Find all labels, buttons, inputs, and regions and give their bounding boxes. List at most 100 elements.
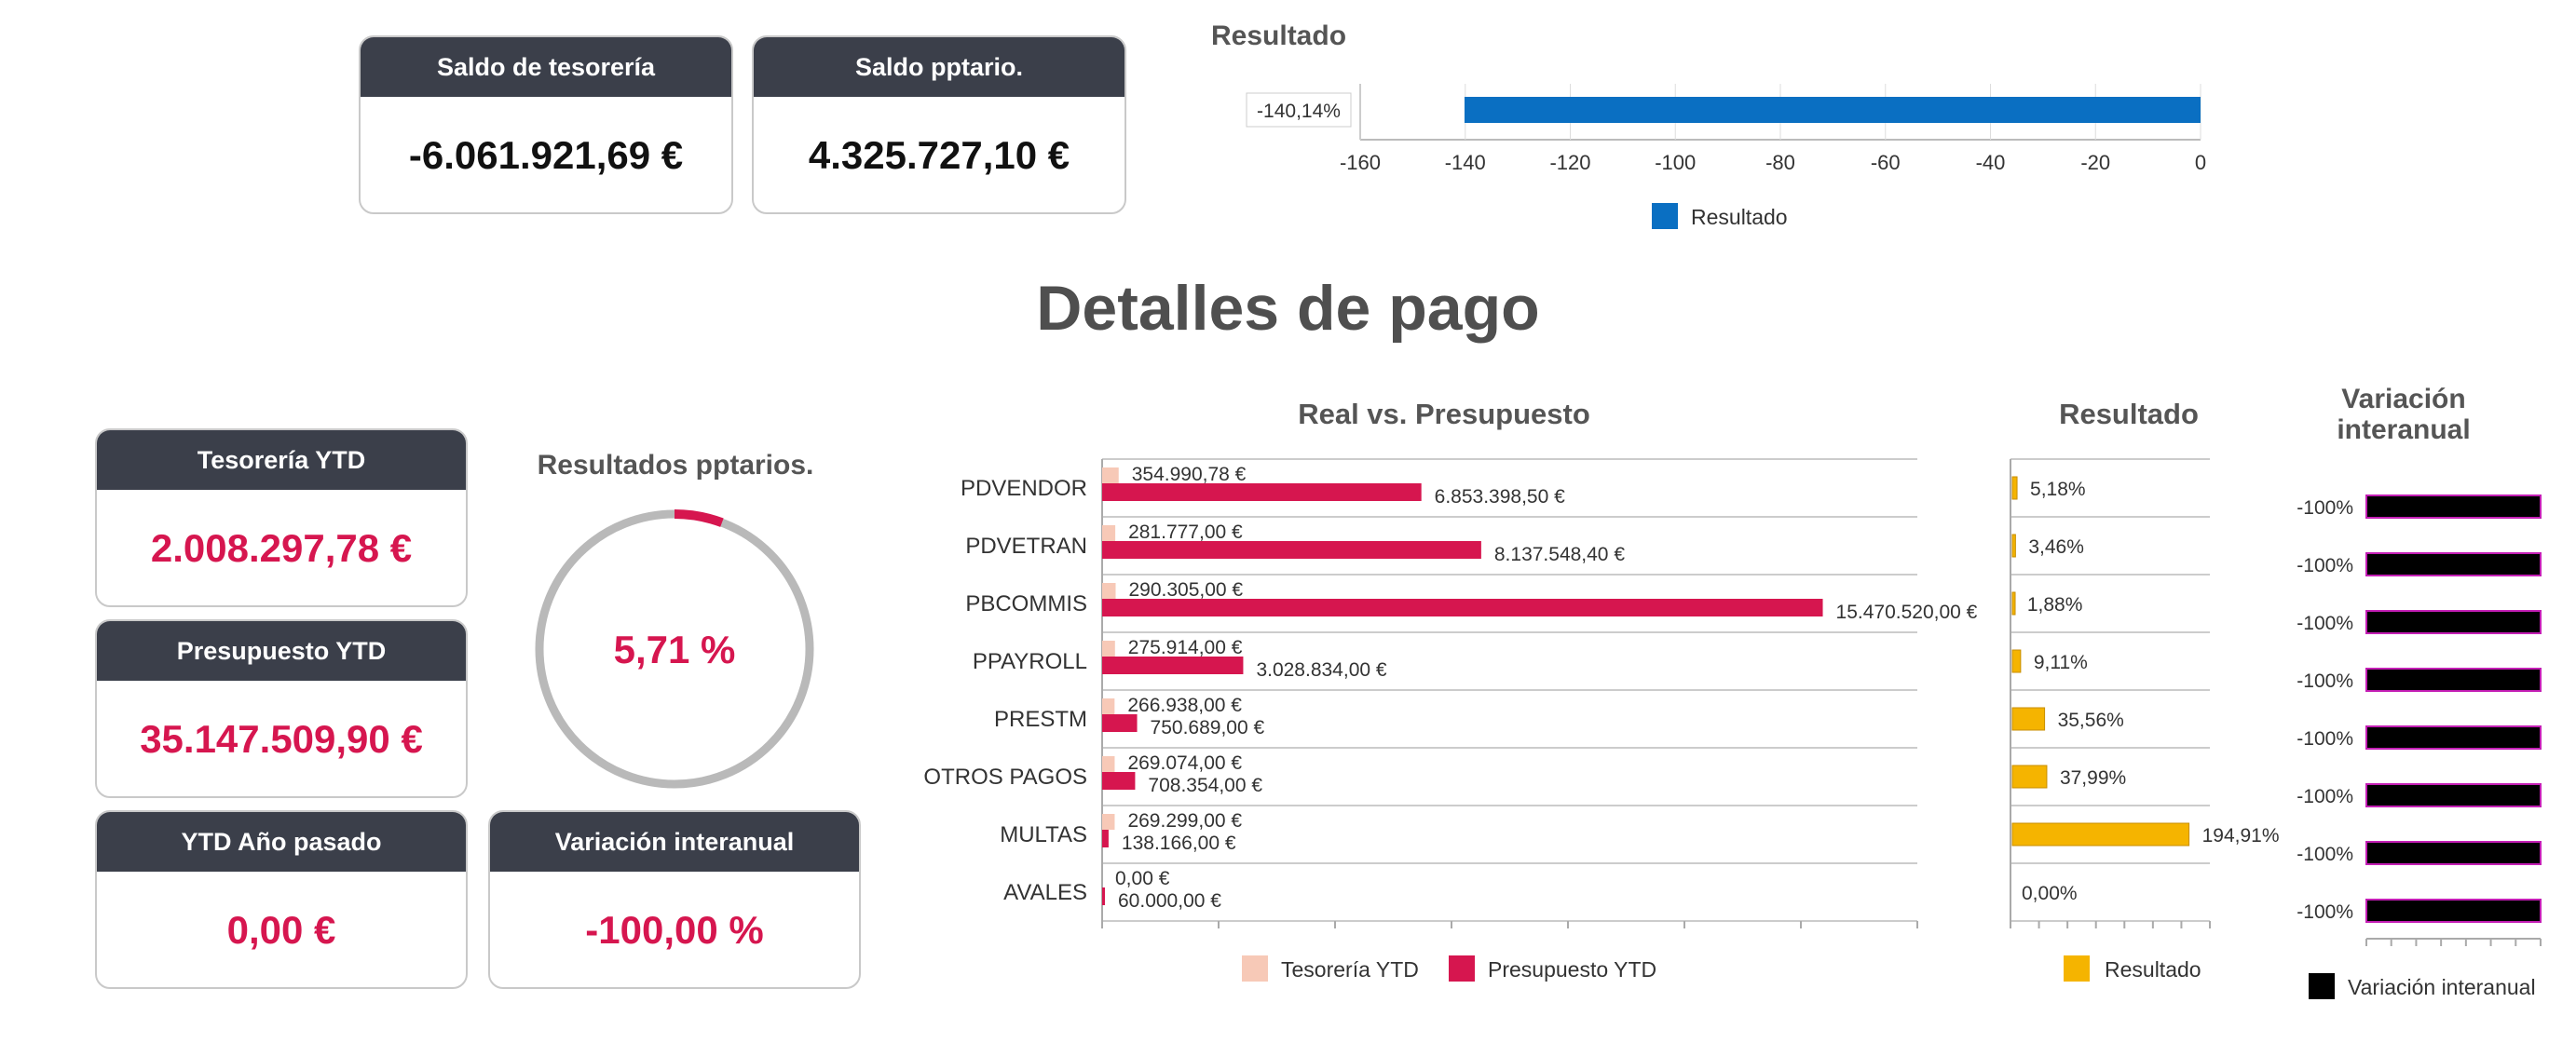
data-label-presupuesto: 60.000,00 € [1118,890,1221,912]
kpi-label: Presupuesto YTD [97,621,466,681]
data-label-presupuesto: 750.689,00 € [1151,717,1265,738]
kpi-label: Saldo de tesorería [361,37,731,97]
bar-variacion [2365,610,2542,634]
data-label: -100% [2297,901,2353,923]
data-label: 194,91% [2202,825,2280,847]
bar-presupuesto-ytd [1102,657,1244,674]
chart-title-variacion-interanual: Variación interanual [2337,384,2471,445]
kpi-saldo-pptario: Saldo pptario. 4.325.727,10 € [752,35,1126,214]
data-label-presupuesto: 6.853.398,50 € [1435,486,1565,508]
kpi-value: 2.008.297,78 € [150,526,413,570]
data-label: -100% [2297,844,2353,865]
bar-presupuesto-ytd [1102,541,1481,559]
data-label-tesoreria: 354.990,78 € [1132,464,1247,485]
legend-swatch-tesoreria [1242,955,1268,982]
legend-label: Resultado [2105,957,2201,982]
legend-label: Resultado [1691,205,1788,229]
bar-tesoreria-ytd [1102,583,1116,599]
data-label-tesoreria: 269.074,00 € [1127,752,1242,774]
bar-presupuesto-ytd [1102,772,1136,790]
category-label: PBCOMMIS [965,591,1087,616]
data-label-tesoreria: 0,00 € [1115,868,1170,889]
kpi-tesoreria-ytd: Tesorería YTD 2.008.297,78 € [95,428,468,607]
category-label: PDVETRAN [965,534,1087,559]
data-label: 35,56% [2058,710,2124,731]
bar-variacion [2365,841,2542,865]
bar-resultado [2011,476,2018,500]
category-label: OTROS PAGOS [923,765,1087,790]
bar-presupuesto-ytd [1102,483,1422,501]
data-label: 9,11% [2034,652,2088,673]
bar-resultado [2011,534,2016,558]
bar-variacion [2365,552,2542,576]
bar-presupuesto-ytd [1102,887,1105,905]
category-label: AVALES [1003,880,1087,905]
data-label-tesoreria: 269.299,00 € [1127,810,1242,832]
kpi-value: -100,00 % [585,908,764,952]
data-label-presupuesto: 138.166,00 € [1122,833,1236,854]
bar-variacion [2365,899,2542,923]
data-label-presupuesto: 3.028.834,00 € [1256,659,1386,681]
data-label-presupuesto: 708.354,00 € [1148,775,1262,796]
bar-resultado [2011,822,2190,847]
kpi-value: 4.325.727,10 € [808,133,1070,177]
data-label-presupuesto: 8.137.548,40 € [1494,544,1625,565]
data-label: 1,88% [2027,594,2083,616]
data-label: -100% [2297,613,2353,634]
data-label: 3,46% [2028,536,2084,558]
legend-label-presupuesto: Presupuesto YTD [1488,957,1656,982]
chart-title-real-vs-presupuesto: Real vs. Presupuesto [1298,398,1590,430]
bar-variacion [2365,783,2542,807]
chart-title-resultado: Resultado [2059,398,2199,430]
data-label-tesoreria: 281.777,00 € [1128,522,1243,543]
tick-label: -100 [1655,151,1696,174]
legend-swatch [2309,973,2335,999]
category-label: PDVENDOR [961,476,1087,501]
data-label: 5,18% [2030,479,2086,500]
bar-resultado [2011,649,2022,673]
legend-label: Variación interanual [2348,975,2536,999]
bar-variacion [2365,668,2542,692]
bar-presupuesto-ytd [1102,599,1823,616]
legend-label-tesoreria: Tesorería YTD [1281,957,1419,982]
kpi-value: 35.147.509,90 € [140,717,423,761]
data-label: -100% [2297,728,2353,750]
section-title: Detalles de pago [1036,273,1540,344]
data-label-tesoreria: 275.914,00 € [1128,637,1243,658]
bar-tesoreria-ytd [1102,814,1115,830]
kpi-label: Saldo pptario. [754,37,1124,97]
tick-label: -120 [1549,151,1590,174]
kpi-variacion-interanual: Variación interanual -100,00 % [488,810,861,989]
data-label: -140,14% [1257,101,1341,122]
category-label: MULTAS [1000,822,1087,847]
bar-resultado [2011,591,2016,616]
data-label-tesoreria: 266.938,00 € [1127,695,1242,716]
data-label: 37,99% [2060,767,2126,789]
kpi-presupuesto-ytd: Presupuesto YTD 35.147.509,90 € [95,619,468,798]
tick-label: -140 [1445,151,1486,174]
legend-swatch [2064,955,2090,982]
kpi-saldo-tesoreria: Saldo de tesorería -6.061.921,69 € [359,35,733,214]
kpi-label: Variación interanual [490,812,859,872]
kpi-value: -6.061.921,69 € [408,133,684,177]
bar-tesoreria-ytd [1102,698,1115,714]
kpi-label: YTD Año pasado [97,812,466,872]
data-label: -100% [2297,497,2353,519]
bar-presupuesto-ytd [1102,830,1109,847]
donut-title: Resultados pptarios. [537,450,814,481]
category-label: PPAYROLL [973,649,1087,674]
legend-swatch [1652,203,1678,229]
bar-variacion [2365,725,2542,750]
bar-presupuesto-ytd [1102,714,1138,732]
data-label: 0,00% [2022,883,2078,904]
tick-label: -60 [1871,151,1901,174]
bar-tesoreria-ytd [1102,525,1116,541]
tick-label: -80 [1765,151,1795,174]
kpi-value: 0,00 € [226,908,336,952]
data-label-presupuesto: 15.470.520,00 € [1836,602,1978,623]
tick-label: -40 [1976,151,2006,174]
bar-resultado [1464,97,2201,123]
bar-variacion [2365,494,2542,519]
kpi-label: Tesorería YTD [97,430,466,490]
